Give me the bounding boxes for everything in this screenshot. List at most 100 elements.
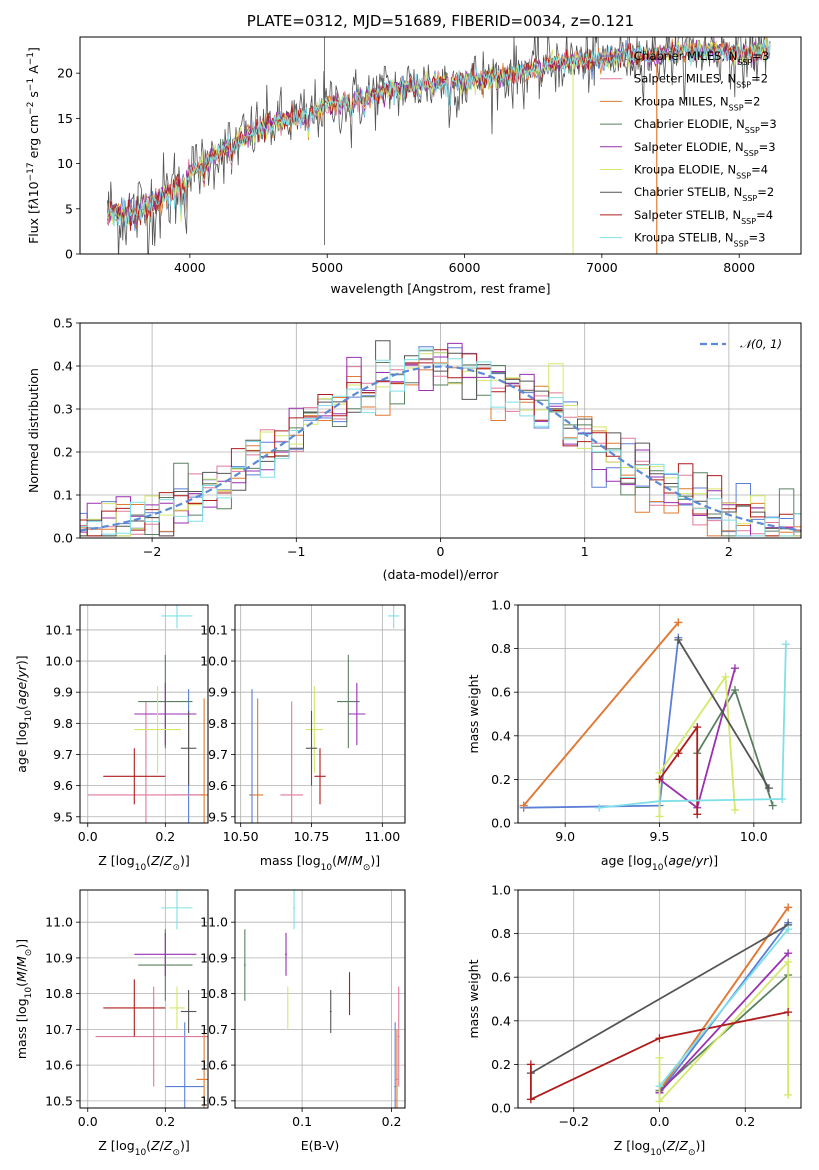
y-tick-label: 9.9 [208, 685, 228, 700]
histogram-elodie-kroupa [80, 352, 801, 537]
legend-label: 𝒩(0, 1) [740, 337, 782, 351]
y-tick-label: 0.1 [53, 488, 73, 503]
x-axis-label-part: Z [log [614, 1138, 650, 1153]
y-tick-label: 5 [65, 201, 73, 216]
legend-text: SSP [729, 103, 744, 112]
x-axis-label-part: ( [332, 853, 337, 868]
spectrum-line-miles-kroupa [107, 37, 771, 229]
legend-text: Chabrier STELIB, N [634, 185, 742, 199]
axes-frame [79, 36, 802, 255]
y-axis-label-part: mass [log [14, 998, 29, 1059]
legend-label: Chabrier STELIB, NSSP=2 [634, 185, 774, 203]
y-tick-label: 10.5 [200, 1093, 228, 1108]
y-tick-label: 9.7 [53, 747, 73, 762]
legend-text: =3 [759, 140, 776, 154]
y-tick-label: 0.5 [53, 316, 73, 331]
x-tick-label: −0.2 [559, 1114, 589, 1129]
histogram-stelib-kroupa [80, 348, 801, 537]
y-tick-label: 0.2 [53, 445, 73, 460]
x-axis-label-part: 10 [321, 863, 333, 873]
y-tick-label: 0.4 [53, 359, 73, 374]
y-tick-label: 20 [57, 66, 73, 81]
legend-text: SSP [742, 194, 757, 203]
y-tick-label: 10.8 [45, 986, 73, 1001]
y-tick-label: 0 [65, 247, 73, 262]
weight-vs-Z-panel: −0.2 0.0 0.20.00.20.40.60.81.0Z [log10(Z/Z… [466, 883, 802, 1158]
y-tick-label: 10.9 [45, 950, 73, 965]
x-tick-label: 9.5 [650, 829, 670, 844]
x-tick-label: 0.2 [735, 1114, 755, 1129]
x-tick-label: 0.0 [78, 829, 98, 844]
x-axis-label-part: E(B-V) [301, 1138, 340, 1153]
y-tick-label: 11.0 [200, 915, 228, 930]
x-axis-label-part: )] [695, 1138, 705, 1153]
y-axis-label-part: −17 [26, 162, 36, 181]
y-tick-label: 11.0 [45, 915, 73, 930]
x-axis-label-part: ( [662, 1138, 667, 1153]
x-tick-label: 8000 [723, 260, 755, 275]
y-axis-label-part: M [14, 971, 29, 982]
age-vs-Z-panel: 0.0 0.29.59.69.79.89.910.010.1Z [log10(Z/… [14, 604, 209, 873]
spectrum-line-stelib-salpeter [107, 41, 771, 231]
x-axis-label-part: )] [708, 853, 718, 868]
legend-text: SSP [736, 171, 751, 180]
axes-frame [234, 889, 406, 1109]
y-tick-label: 1.0 [491, 598, 511, 613]
y-axis-label-part: age [14, 682, 29, 706]
legend-text: Salpeter ELODIE, N [634, 140, 744, 154]
age-vs-mass-panel: 10.50 10.75 11.00 9.5 9.6 9.7 9.8 9.9 10.0 10.1 ma… [200, 604, 406, 873]
x-axis-label-part: / [675, 1138, 680, 1153]
axes-frame [517, 889, 802, 1109]
y-tick-label: 15 [57, 111, 73, 126]
y-tick-label: 0.0 [491, 816, 511, 831]
x-axis-label-part: ( [663, 853, 668, 868]
y-tick-label: 0.8 [491, 926, 511, 941]
x-axis-label-part: )] [370, 853, 380, 868]
x-tick-label: 1 [581, 544, 589, 559]
y-axis-label-part: ( [14, 982, 29, 987]
x-axis-label-part: 10 [135, 1148, 147, 1158]
spectrum-line-miles-chabrier [107, 38, 771, 232]
x-axis-label-part: 10 [652, 863, 664, 873]
x-tick-label: 0.2 [155, 829, 175, 844]
x-tick-label: 5000 [311, 260, 343, 275]
weight-line-stelib-chabrier [677, 639, 770, 789]
x-axis-label-part: Z [163, 853, 173, 868]
y-axis-label-part: ⊙ [24, 949, 34, 957]
x-tick-label: 11.00 [364, 829, 400, 844]
y-axis-label-part: )] [14, 939, 29, 949]
y-tick-label: 0.0 [53, 531, 73, 546]
legend-text: =3 [749, 231, 766, 245]
y-axis-label: age [log10(age/yr)] [14, 655, 34, 772]
y-tick-label: 10.1 [200, 622, 228, 637]
x-tick-label: −2 [143, 544, 161, 559]
x-axis-label-part: M [337, 853, 348, 868]
x-tick-label: 10.0 [740, 829, 768, 844]
legend-text: Salpeter STELIB, N [634, 208, 741, 222]
legend-text: =3 [752, 49, 769, 63]
y-axis-label-part: erg cm [26, 115, 41, 163]
y-axis-label: Flux [fλ10−17 erg cm−2 s−1 A−1] [26, 47, 41, 244]
y-axis-label-part: ] [26, 47, 41, 52]
y-tick-label: 10.7 [45, 1022, 73, 1037]
legend-label: Salpeter MILES, NSSP=2 [634, 72, 768, 90]
y-axis-label-part: s [26, 91, 41, 102]
y-axis-label-part: A [26, 65, 41, 78]
y-axis-label-part: / [14, 966, 29, 971]
normal-curve [79, 365, 802, 532]
y-axis-label-part: 10 [26, 181, 41, 197]
weight-line-stelib-kroupa [599, 644, 787, 809]
legend-text: Salpeter MILES, N [634, 72, 736, 86]
weight-line-stelib-salpeter [530, 1011, 789, 1101]
y-axis-label-part: )] [14, 655, 29, 665]
legend-text: =4 [756, 208, 773, 222]
y-tick-label: 0.4 [491, 1013, 511, 1028]
y-tick-label: 9.5 [53, 809, 73, 824]
weight-line-elodie-kroupa [658, 959, 789, 1104]
x-axis-label: E(B-V) [301, 1138, 340, 1153]
x-axis-label-part: )] [180, 1138, 190, 1153]
legend-text: SSP [744, 148, 759, 157]
figure-title: PLATE=0312, MJD=51689, FIBERID=0034, z=0… [246, 12, 635, 30]
weight-line-miles-kroupa [523, 621, 680, 807]
